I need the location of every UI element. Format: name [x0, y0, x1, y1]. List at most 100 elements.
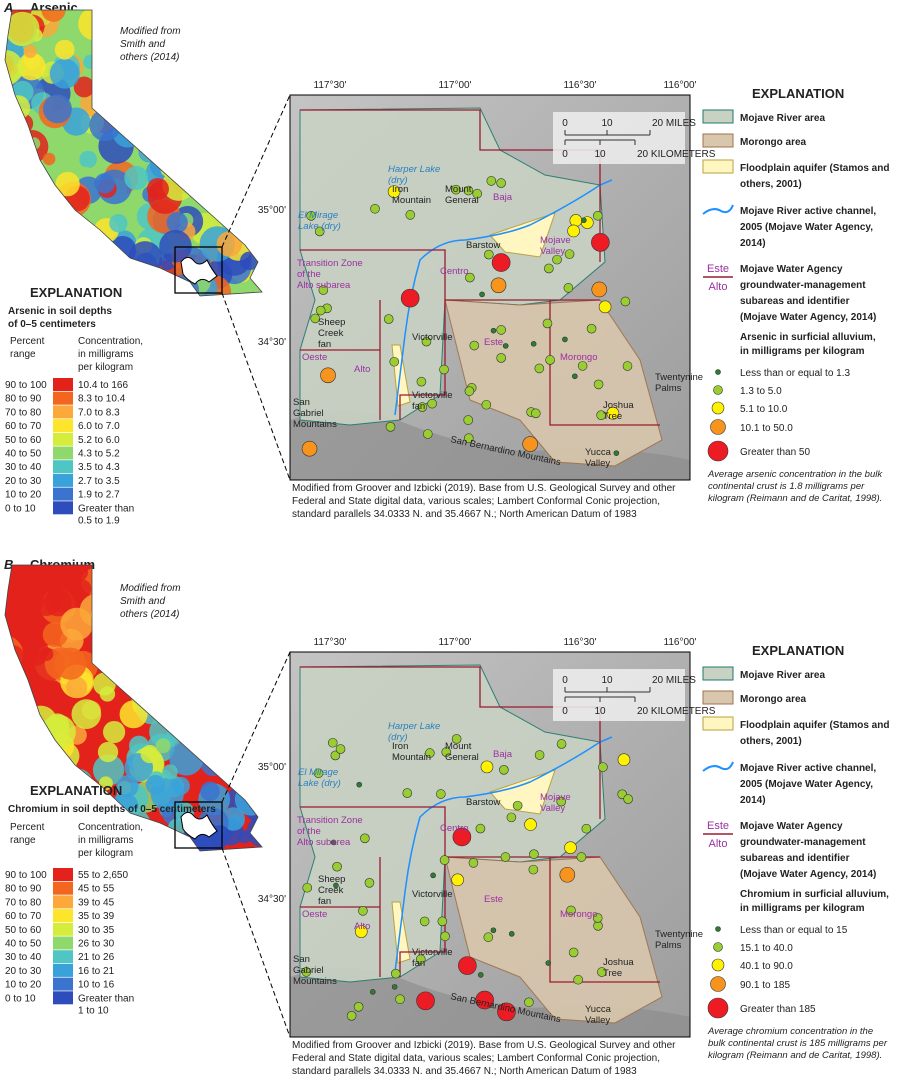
soil-patch — [237, 149, 262, 180]
soil-patch — [173, 693, 202, 723]
sample-site — [419, 916, 430, 927]
place-label: Iron — [392, 741, 408, 752]
legend-symbol — [711, 958, 725, 972]
soil-patch — [179, 565, 197, 579]
soil-patch — [5, 243, 17, 262]
soil-patch — [41, 10, 66, 22]
sample-site — [301, 967, 312, 977]
range-swatch — [53, 922, 73, 936]
concentration-range: Greater than — [78, 503, 134, 514]
soil-patch — [23, 44, 37, 59]
inset-frame — [289, 651, 691, 1038]
soil-patch — [116, 775, 139, 798]
sample-site — [415, 954, 426, 965]
soil-patch — [182, 593, 208, 619]
subarea-boundary — [549, 300, 660, 426]
sample-site — [483, 932, 494, 943]
soil-patch — [197, 598, 234, 634]
map-credit: Smith and — [120, 39, 165, 50]
range-swatch — [53, 950, 73, 964]
column-header: Percent — [10, 822, 45, 833]
longitude-label: 117°00' — [439, 637, 472, 648]
longitude-label: 116°30' — [564, 637, 597, 648]
soil-patch — [103, 88, 116, 101]
soil-patch — [199, 651, 219, 670]
place-label: Este — [484, 894, 503, 905]
soil-patch — [96, 73, 119, 97]
soil-patch — [141, 820, 157, 836]
soil-patch — [234, 783, 262, 816]
sample-site — [497, 1002, 516, 1022]
sample-site — [524, 818, 537, 831]
legend-label: 2005 (Mojave Water Agency, — [740, 222, 873, 233]
symbol-label: Greater than 185 — [740, 1004, 816, 1015]
place-label: Victorville — [412, 889, 452, 900]
sample-site — [567, 224, 580, 238]
leader — [221, 292, 291, 481]
concentration-range: 55 to 2,650 — [78, 870, 128, 881]
place-label: El Mirage — [298, 210, 338, 221]
soil-patch — [102, 565, 125, 579]
sample-site — [463, 415, 474, 425]
soil-patch — [43, 759, 68, 784]
sample-site — [534, 363, 545, 374]
caption: standard parallels 34.0333 N. and 35.466… — [292, 1066, 637, 1077]
soil-patch — [159, 229, 192, 263]
sample-site — [469, 340, 480, 351]
sample-site — [563, 283, 574, 293]
floodplain — [489, 212, 556, 258]
soil-patch — [246, 15, 260, 29]
soil-patch — [145, 774, 166, 795]
soil-patch — [179, 151, 205, 177]
sample-site — [564, 841, 577, 854]
place-label: Gabriel — [293, 965, 324, 976]
sample-site — [506, 812, 517, 823]
legend-label: Floodplain aquifer (Stamos and — [740, 720, 889, 731]
soil-patch — [186, 149, 214, 177]
study-area — [180, 811, 218, 840]
percent-range: 40 to 50 — [5, 449, 42, 460]
soil-patch — [236, 565, 257, 567]
sample-site — [479, 291, 485, 298]
subarea-boundary — [300, 806, 600, 858]
sample-site — [472, 188, 483, 199]
soil-patch — [238, 196, 260, 219]
soil-patch — [218, 721, 232, 735]
soil-patch — [39, 750, 57, 768]
soil-patch — [54, 39, 75, 60]
column-header: in milligrams — [78, 349, 134, 360]
soil-patch — [234, 588, 258, 613]
place-label: Creek — [318, 328, 344, 339]
soil-patch — [119, 700, 148, 729]
soil-patch — [160, 118, 183, 140]
soil-patch — [158, 675, 174, 692]
subarea-boundary — [300, 666, 601, 819]
note: Average chromium concentration in the — [707, 1026, 873, 1037]
concentration-range: 35 to 39 — [78, 911, 115, 922]
sample-site — [596, 410, 606, 420]
range-swatch — [53, 405, 73, 419]
soil-patch — [173, 75, 194, 96]
sample-site — [512, 800, 523, 811]
soil-patch — [155, 738, 171, 754]
soil-patch — [176, 75, 196, 95]
sample-site — [370, 203, 380, 214]
soil-patch — [163, 691, 185, 713]
subarea-key: Alto — [709, 838, 728, 850]
soil-patch — [221, 154, 249, 182]
soil-patch — [178, 144, 209, 175]
legend-label: Mojave River active channel, — [740, 763, 876, 774]
soil-patch — [153, 140, 183, 170]
sample-site — [390, 968, 401, 979]
range-swatch — [53, 378, 73, 391]
sample-site — [499, 765, 509, 775]
soil-patch — [178, 138, 208, 168]
latitude-label: 35°00' — [258, 762, 286, 773]
place-label: Iron — [392, 184, 408, 195]
place-label: Sheep — [318, 317, 345, 328]
range-swatch — [53, 977, 73, 991]
place-label: Transition Zone — [297, 815, 363, 826]
sample-site — [405, 210, 416, 220]
soil-patch — [124, 165, 149, 191]
